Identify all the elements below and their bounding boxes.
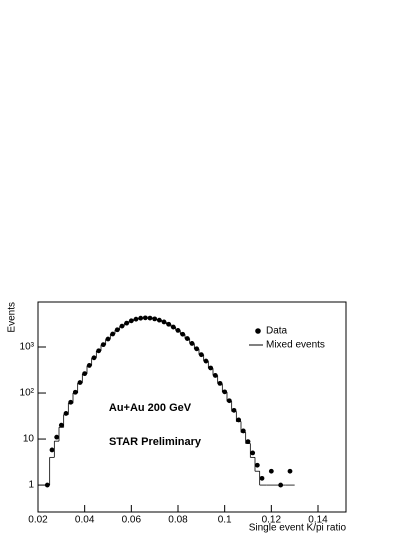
legend-marker — [255, 328, 261, 334]
data-point — [259, 475, 265, 481]
x-tick-label: 0.06 — [122, 515, 142, 526]
data-point — [287, 468, 293, 474]
x-tick-label: 0.1 — [218, 515, 232, 526]
y-tick-label: 10 — [23, 434, 35, 445]
data-point — [58, 422, 64, 428]
x-tick-label: 0.08 — [168, 515, 188, 526]
y-tick-label: 10³ — [20, 342, 35, 353]
annotation: Au+Au 200 GeV — [109, 402, 192, 414]
data-point — [54, 434, 60, 440]
data-point — [72, 389, 78, 395]
plot-frame — [37, 301, 347, 513]
data-point — [250, 450, 256, 456]
y-axis-label: Events — [7, 302, 18, 333]
y-tick-label: 1 — [28, 480, 34, 491]
x-tick-label: 0.04 — [75, 515, 95, 526]
data-point — [49, 447, 55, 453]
data-point — [63, 411, 69, 416]
data-point — [226, 398, 232, 404]
annotation: STAR Preliminary — [109, 436, 202, 448]
x-axis-label: Single event K/pi ratio — [249, 523, 347, 534]
x-tick-label: 0.12 — [262, 515, 282, 526]
data-point — [231, 407, 237, 413]
data-point — [254, 462, 260, 468]
x-tick-label: 0.14 — [308, 515, 328, 526]
legend-label: Data — [266, 326, 288, 337]
x-tick-label: 0.02 — [28, 515, 48, 526]
data-point — [68, 399, 74, 405]
data-point — [77, 380, 83, 385]
y-tick-label: 10² — [20, 388, 35, 399]
data-point — [268, 468, 274, 474]
legend-label: Mixed events — [266, 340, 325, 351]
data-point — [245, 439, 251, 445]
